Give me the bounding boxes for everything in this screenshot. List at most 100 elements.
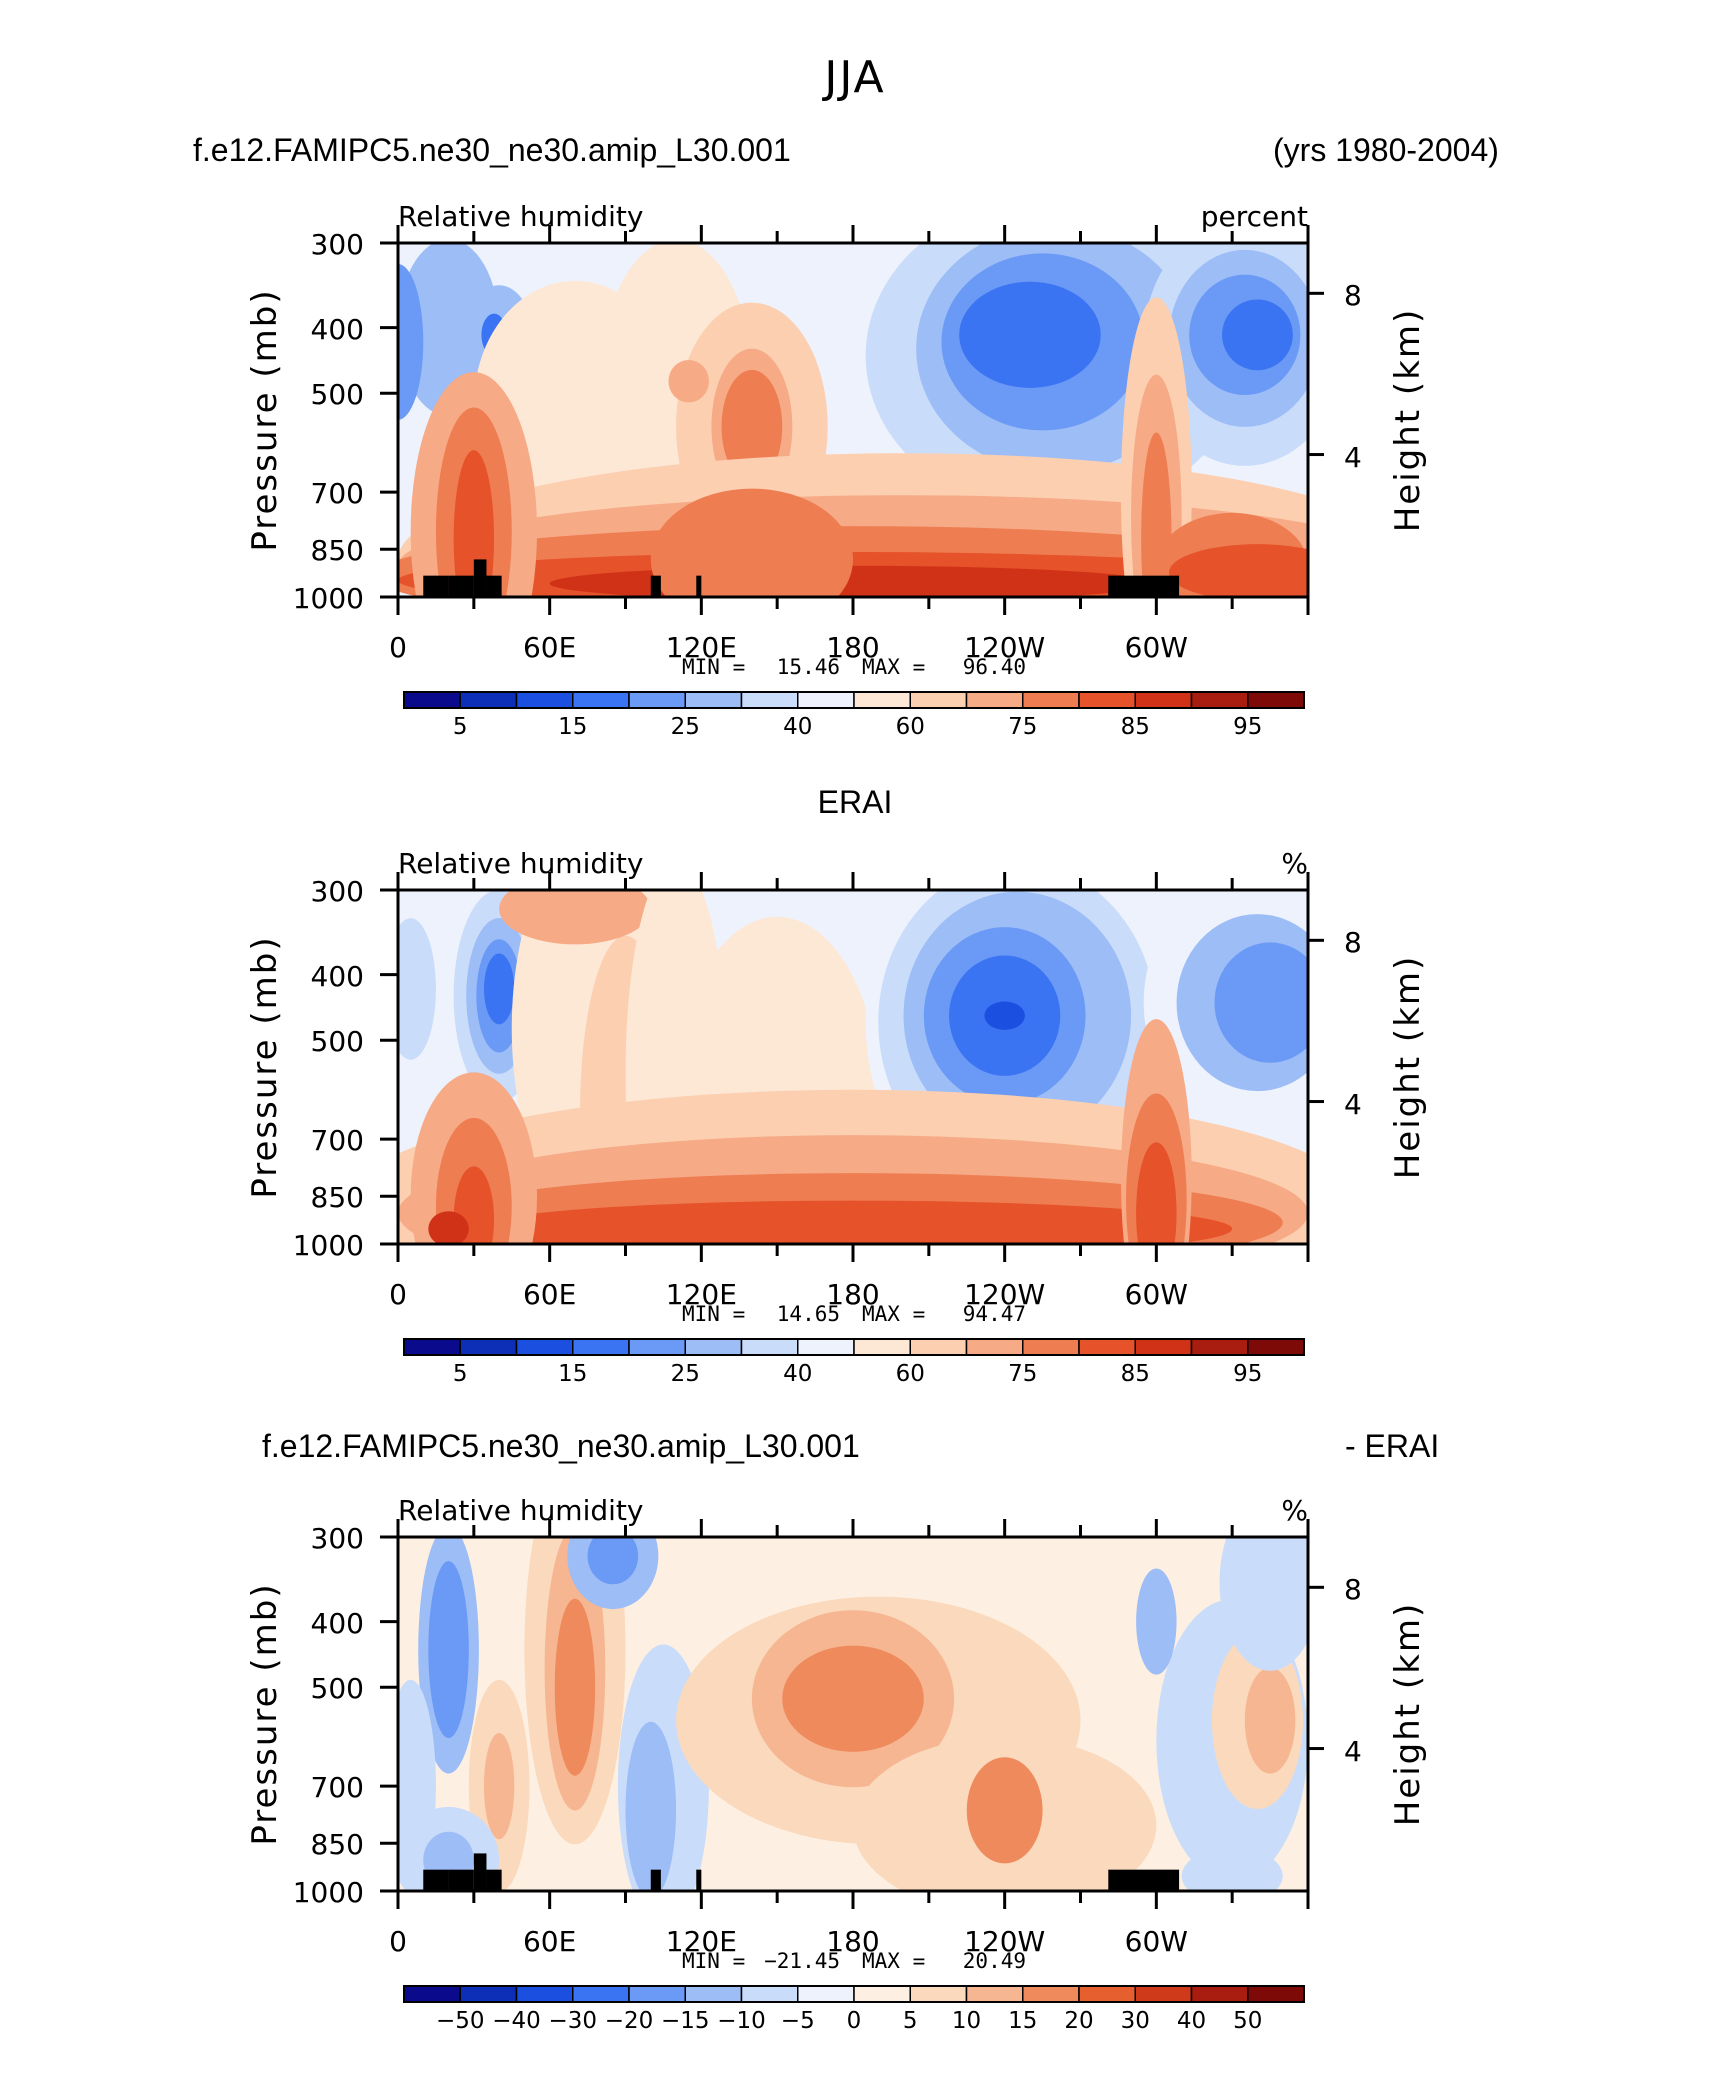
colorbar-frame xyxy=(403,1985,1305,2003)
x-tick-label: 120W xyxy=(964,631,1046,664)
panel2-field xyxy=(398,890,1308,1244)
colorbar-label: 75 xyxy=(1008,714,1038,740)
colorbar-swatch xyxy=(1247,691,1305,709)
colorbar-label: 15 xyxy=(558,1361,588,1387)
colorbar-swatch xyxy=(853,691,911,709)
y-tick-label: 300 xyxy=(310,1522,364,1555)
colorbar-swatch xyxy=(628,1338,686,1356)
colorbar-label: 5 xyxy=(452,714,468,740)
y2-tick-label: 4 xyxy=(1344,1087,1362,1121)
colorbar-swatch xyxy=(459,1985,518,2003)
colorbar-label: −50 xyxy=(435,2008,485,2034)
colorbar-swatch xyxy=(797,1985,855,2003)
max-label: MAX = xyxy=(862,1949,926,1973)
colorbar-label: −30 xyxy=(548,2008,598,2034)
colorbar-swatch xyxy=(572,691,630,709)
contour-region xyxy=(650,488,853,597)
colorbar-swatch xyxy=(515,1338,574,1356)
y-axis-title: Pressure (mb) xyxy=(245,288,285,552)
min-value: −21.45 xyxy=(764,1949,840,1973)
contour-region xyxy=(1181,1847,1283,1891)
contour-region xyxy=(625,1721,677,1891)
colorbar-label: 20 xyxy=(1064,2008,1094,2034)
x-tick-label: 60E xyxy=(522,1278,577,1311)
colorbar-label: 25 xyxy=(670,714,700,740)
land-mask xyxy=(486,1869,502,1891)
y-tick-label: 850 xyxy=(310,1828,364,1862)
colorbar-label: 60 xyxy=(895,714,925,740)
contour-region xyxy=(1214,942,1308,1063)
land-mask xyxy=(486,575,502,597)
main-title: JJA xyxy=(824,52,886,103)
colorbar-label: 40 xyxy=(783,1361,813,1387)
colorbar-label: 25 xyxy=(670,1361,700,1387)
contour-region xyxy=(473,1200,1233,1244)
y-tick-label: 1000 xyxy=(292,1229,364,1262)
y2-tick-label: 8 xyxy=(1344,1573,1362,1607)
colorbar-label: 15 xyxy=(1008,2008,1038,2034)
y2-axis-title: Height (km) xyxy=(1388,954,1428,1180)
x-tick-label: 0 xyxy=(389,1278,407,1311)
colorbar-label: 50 xyxy=(1233,2008,1263,2034)
x-tick-label: 120E xyxy=(665,1925,737,1958)
colorbar-swatch xyxy=(1134,1985,1193,2003)
colorbar-swatch xyxy=(1190,1985,1249,2003)
panel3-case-label: f.e12.FAMIPC5.ne30_ne30.amip_L30.001 xyxy=(262,1428,860,1464)
colorbar-swatch xyxy=(1022,1985,1080,2003)
y-axis-title: Pressure (mb) xyxy=(245,935,285,1199)
colorbar-frame xyxy=(403,1338,1305,1356)
colorbar-frame xyxy=(403,691,1305,709)
colorbar-swatch xyxy=(1190,691,1249,709)
colorbar-swatch xyxy=(965,1985,1024,2003)
y-tick-label: 1000 xyxy=(292,582,364,615)
colorbar-label: 60 xyxy=(895,1361,925,1387)
units-label: % xyxy=(1281,1494,1308,1527)
x-tick-label: 60W xyxy=(1124,631,1188,664)
colorbar-label: −40 xyxy=(492,2008,541,2034)
contour-region xyxy=(428,1211,469,1244)
colorbar-swatch xyxy=(515,691,574,709)
colorbar-label: 0 xyxy=(846,2008,862,2034)
colorbar-swatch xyxy=(1078,691,1136,709)
colorbar-swatch xyxy=(965,1338,1024,1356)
colorbar-swatch xyxy=(403,1338,461,1356)
colorbar-swatch xyxy=(1022,691,1080,709)
panel1-case-label: f.e12.FAMIPC5.ne30_ne30.amip_L30.001 xyxy=(193,132,791,168)
colorbar-swatch xyxy=(909,1338,968,1356)
colorbar-swatch xyxy=(740,691,799,709)
y-tick-label: 700 xyxy=(310,1124,364,1158)
colorbar-swatch xyxy=(403,691,461,709)
land-mask xyxy=(650,1869,661,1891)
colorbar-label: 95 xyxy=(1233,1361,1263,1387)
x-tick-label: 60W xyxy=(1124,1278,1188,1311)
x-tick-label: 120E xyxy=(665,631,737,664)
colorbar-swatch xyxy=(515,1985,574,2003)
colorbar-swatch xyxy=(1190,1338,1249,1356)
colorbar-swatch xyxy=(1078,1985,1136,2003)
panel1-years-label: (yrs 1980-2004) xyxy=(1273,132,1499,168)
colorbar-swatch xyxy=(909,691,968,709)
y2-tick-label: 4 xyxy=(1344,440,1362,474)
colorbar-swatch xyxy=(909,1985,968,2003)
colorbar-swatch xyxy=(684,1985,743,2003)
x-tick-label: 180 xyxy=(826,1925,880,1958)
land-mask xyxy=(1108,575,1180,597)
colorbar-label: 5 xyxy=(902,2008,918,2034)
x-tick-label: 60E xyxy=(522,631,577,664)
y-tick-label: 300 xyxy=(310,228,364,261)
y-tick-label: 850 xyxy=(310,1181,364,1215)
panel2-center-label: ERAI xyxy=(817,784,893,820)
contour-region xyxy=(483,953,515,1025)
colorbar-label: 40 xyxy=(783,714,813,740)
contour-region xyxy=(1136,1142,1177,1244)
colorbar-swatch xyxy=(1247,1338,1305,1356)
contour-region xyxy=(1222,299,1293,371)
y-tick-label: 700 xyxy=(310,1771,364,1805)
colorbar-swatch xyxy=(1134,1338,1193,1356)
colorbar-swatch xyxy=(853,1985,911,2003)
land-mask xyxy=(696,575,702,597)
colorbar-swatch xyxy=(628,1985,686,2003)
variable-label: Relative humidity xyxy=(398,1494,644,1527)
colorbar-swatch xyxy=(740,1985,799,2003)
